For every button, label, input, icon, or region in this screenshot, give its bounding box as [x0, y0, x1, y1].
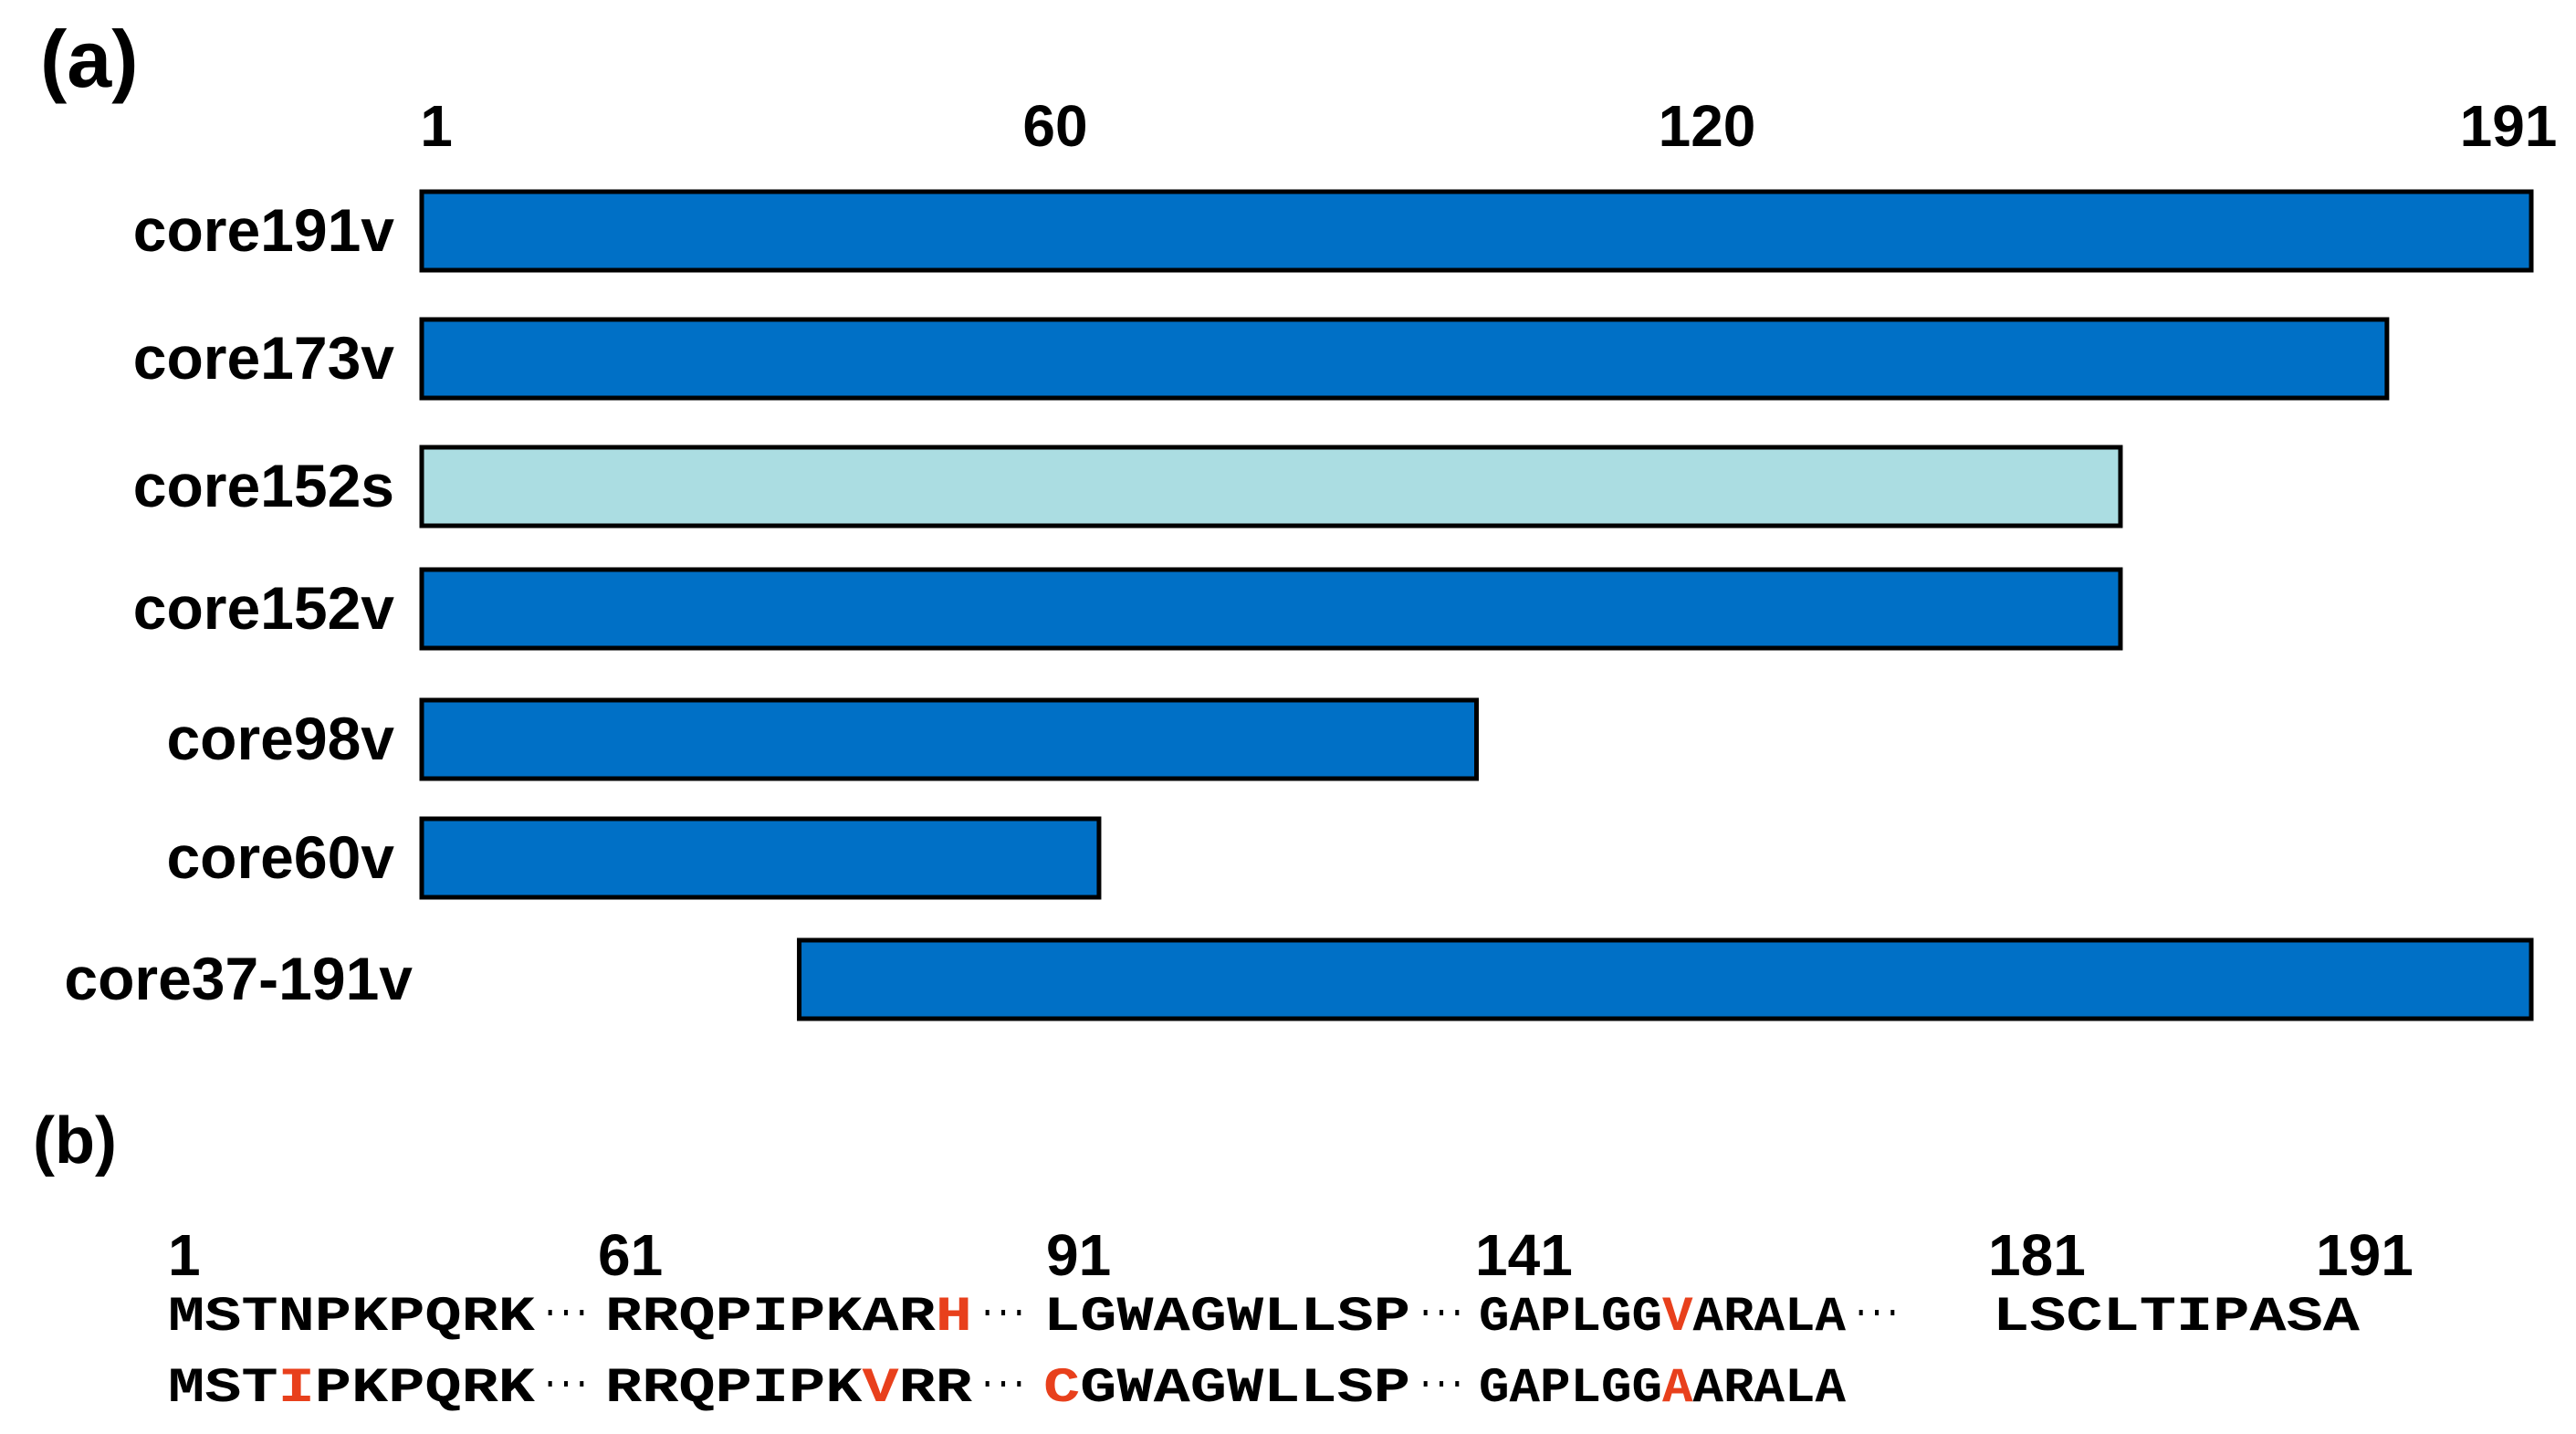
- panel-b-label: (b): [33, 1104, 117, 1178]
- construct-bar-core152s: [419, 445, 2123, 529]
- sequence-segment: MSTNPKPQRK: [168, 1290, 536, 1345]
- sequence-segment: GAPLGG AARALA: [1479, 1361, 1847, 1417]
- sequence-segment: RRQPIPK V RR: [605, 1361, 973, 1417]
- residue-run: MST: [168, 1361, 278, 1417]
- residue-run: PKPQRK: [315, 1361, 536, 1417]
- residue-run: ARALA: [1693, 1290, 1847, 1345]
- mutated-residue: V: [862, 1361, 899, 1417]
- construct-label: core60v: [166, 823, 394, 891]
- core191v-sequence: MSTNPKPQRK ··· RRQPIPKAR H ··· LGWAGWLLSP ··· G…: [168, 1290, 2361, 1345]
- sequence-position-label: 141: [1475, 1222, 1573, 1288]
- construct-label: core152s: [133, 452, 394, 519]
- panel-b: (b) 1 61 91 141 181 191 MSTNPKPQRK ··· RRQPIPKA…: [33, 1104, 2414, 1417]
- construct-bars: [419, 189, 2534, 1021]
- sequence-segment: RRQPIPKAR H: [605, 1290, 972, 1345]
- sequence-segment: GAPLGG VARALA: [1479, 1290, 1847, 1345]
- sequence-gap: ···: [1418, 1365, 1465, 1406]
- construct-label: core152v: [133, 574, 395, 642]
- sequence-segment: C GWAGWLLSP: [1043, 1361, 1410, 1417]
- panel-a-label: (a): [40, 14, 139, 104]
- mutated-residue: I: [278, 1361, 315, 1417]
- axis-tick-label: 120: [1659, 93, 1756, 159]
- sequence-segment: LGWAGWLLSP: [1043, 1290, 1410, 1345]
- construct-bar-core98v: [419, 697, 1479, 781]
- mutated-residue: H: [936, 1290, 972, 1345]
- sequence-positions: 1 61 91 141 181 191: [168, 1222, 2414, 1288]
- construct-bar-core60v: [419, 816, 1102, 900]
- sequence-gap: ···: [542, 1293, 590, 1335]
- sequence-gap: ···: [979, 1365, 1027, 1406]
- sequence-position-label: 61: [598, 1222, 663, 1288]
- construct-bar-core173v: [419, 317, 2390, 401]
- mutated-residue: C: [1043, 1361, 1080, 1417]
- residue-run: RR: [899, 1361, 973, 1417]
- mutated-residue: V: [1662, 1290, 1693, 1345]
- sequence-segment: LSCLTIPASA: [1993, 1290, 2361, 1345]
- residue-run: GWAGWLLSP: [1080, 1361, 1410, 1417]
- residue-run: LGWAGWLLSP: [1043, 1290, 1410, 1345]
- panel-a: (a) 1 60 120 191 core191vcore173vcore152sco…: [40, 14, 2557, 1021]
- axis-tick-label: 1: [420, 93, 453, 159]
- sequence-position-label: 1: [168, 1222, 201, 1288]
- sequence-position-label: 91: [1046, 1222, 1111, 1288]
- sequence-segment: MST I PKPQRK: [168, 1361, 536, 1417]
- sequence-gap: ···: [979, 1293, 1027, 1335]
- residue-run: RRQPIPKAR: [605, 1290, 937, 1345]
- construct-bar-core152v: [419, 567, 2123, 651]
- sequence-position-label: 181: [1988, 1222, 2086, 1288]
- construct-label: core191v: [133, 196, 395, 264]
- construct-label: core98v: [166, 705, 394, 772]
- core152s-sequence: MST I PKPQRK ··· RRQPIPK V RR ··· C GWAGWLLSP ··· G…: [168, 1361, 1847, 1417]
- construct-label: core37-191v: [64, 945, 413, 1012]
- axis-tick-label: 60: [1022, 93, 1087, 159]
- residue-run: MSTNPKPQRK: [168, 1290, 536, 1345]
- residue-run: GAPLGG: [1479, 1290, 1662, 1345]
- construct-bar-core37-191v: [797, 937, 2534, 1021]
- residue-run: RRQPIPK: [605, 1361, 863, 1417]
- residue-run: GAPLGG: [1479, 1361, 1662, 1417]
- residue-run: LSCLTIPASA: [1993, 1290, 2361, 1345]
- position-axis: 1 60 120 191: [420, 93, 2557, 159]
- mutated-residue: A: [1662, 1361, 1693, 1417]
- sequence-gap: ···: [1853, 1293, 1901, 1335]
- construct-bar-core191v: [419, 189, 2534, 273]
- sequence-position-label: 191: [2316, 1222, 2414, 1288]
- construct-label: core173v: [133, 324, 395, 392]
- sequence-gap: ···: [542, 1365, 590, 1406]
- axis-tick-label: 191: [2460, 93, 2558, 159]
- residue-run: ARALA: [1693, 1361, 1847, 1417]
- sequence-gap: ···: [1418, 1293, 1465, 1335]
- sequence-alignment: MSTNPKPQRK ··· RRQPIPKAR H ··· LGWAGWLLSP ··· G…: [168, 1290, 2361, 1417]
- construct-labels: core191v core173v core152s core152v core98v c…: [64, 196, 413, 1012]
